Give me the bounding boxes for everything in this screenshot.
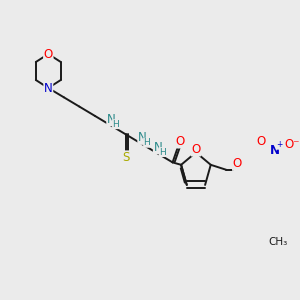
Text: H: H: [144, 138, 150, 147]
Text: H: H: [112, 120, 119, 129]
Text: H: H: [159, 148, 166, 157]
Text: O: O: [176, 135, 185, 148]
Text: O: O: [191, 143, 201, 156]
Text: O⁻: O⁻: [285, 138, 300, 151]
Text: N: N: [44, 82, 53, 94]
Text: O: O: [232, 157, 242, 170]
Text: N: N: [107, 113, 116, 126]
Text: +: +: [276, 140, 283, 149]
Text: N: N: [270, 144, 280, 157]
Text: N: N: [138, 131, 147, 144]
Text: O: O: [44, 47, 53, 61]
Text: O: O: [257, 135, 266, 148]
Text: CH₃: CH₃: [268, 237, 287, 247]
Text: S: S: [122, 151, 130, 164]
Text: N: N: [153, 141, 162, 154]
